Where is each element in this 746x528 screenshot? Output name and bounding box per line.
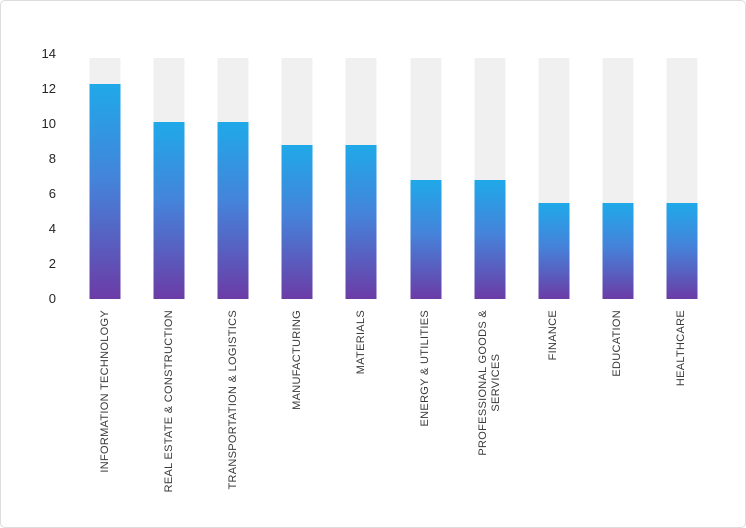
x-axis-labels: INFORMATION TECHNOLOGY REAL ESTATE & CONS… — [73, 310, 714, 515]
bar — [281, 145, 313, 299]
bar — [538, 202, 570, 299]
x-category-label: REAL ESTATE & CONSTRUCTION — [162, 310, 175, 493]
x-label-cell: TRANSPORTATION & LOGISTICS — [201, 310, 265, 515]
x-label-cell: MATERIALS — [329, 310, 393, 515]
y-tick-label: 10 — [41, 116, 56, 131]
bar-column — [522, 54, 586, 299]
bar-column — [650, 54, 714, 299]
bar-column — [393, 54, 457, 299]
x-label-cell: ENERGY & UTILITIES — [393, 310, 457, 515]
x-category-label: MANUFACTURING — [290, 310, 303, 410]
bar-column — [586, 54, 650, 299]
bar-column — [73, 54, 137, 299]
bar-column — [201, 54, 265, 299]
bar — [474, 180, 506, 299]
x-label-cell: FINANCE — [522, 310, 586, 515]
x-category-label: INFORMATION TECHNOLOGY — [98, 310, 111, 473]
bar — [345, 145, 377, 299]
y-tick-label: 8 — [48, 151, 56, 166]
y-tick-label: 6 — [48, 186, 56, 201]
y-tick-label: 4 — [48, 221, 56, 236]
x-category-label: HEALTHCARE — [675, 310, 688, 387]
bar — [666, 202, 698, 299]
bar — [217, 122, 249, 299]
x-category-label: MATERIALS — [354, 310, 367, 375]
x-category-label: FINANCE — [547, 310, 560, 361]
x-label-cell: PROFESSIONAL GOODS & SERVICES — [458, 310, 522, 515]
bar-column — [329, 54, 393, 299]
bar-column — [137, 54, 201, 299]
bar-column — [265, 54, 329, 299]
y-tick-label: 2 — [48, 256, 56, 271]
x-category-label: EDUCATION — [611, 310, 624, 377]
plot-area — [73, 54, 714, 299]
bar-column — [458, 54, 522, 299]
y-tick-label: 12 — [41, 81, 56, 96]
x-label-cell: EDUCATION — [586, 310, 650, 515]
y-tick-label: 14 — [41, 46, 56, 61]
x-category-label: TRANSPORTATION & LOGISTICS — [226, 310, 239, 490]
x-label-cell: INFORMATION TECHNOLOGY — [73, 310, 137, 515]
y-tick-label: 0 — [48, 291, 56, 306]
x-category-label: PROFESSIONAL GOODS & SERVICES — [476, 310, 502, 456]
x-label-cell: HEALTHCARE — [650, 310, 714, 515]
x-label-cell: MANUFACTURING — [265, 310, 329, 515]
x-label-cell: REAL ESTATE & CONSTRUCTION — [137, 310, 201, 515]
bar — [89, 83, 121, 299]
y-axis: 0 2 4 6 8 10 12 14 — [1, 1, 59, 527]
bar — [602, 202, 634, 299]
bar — [153, 122, 185, 299]
bar — [410, 180, 442, 299]
x-category-label: ENERGY & UTILITIES — [419, 310, 432, 427]
